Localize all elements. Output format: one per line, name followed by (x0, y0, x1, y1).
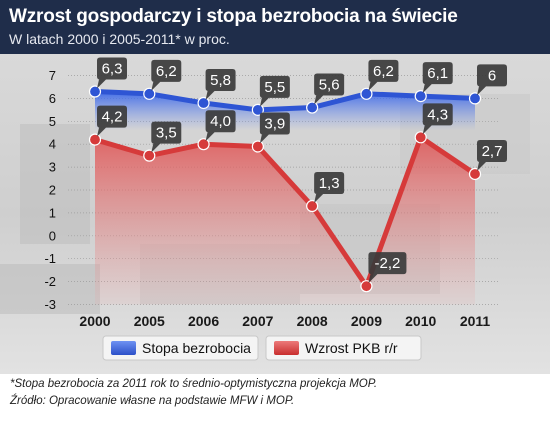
chart-subtitle: W latach 2000 i 2005-2011* w proc. (9, 31, 230, 47)
svg-text:5,5: 5,5 (264, 79, 285, 96)
y-tick-label: 0 (49, 228, 56, 243)
x-tick-label: 2006 (188, 313, 219, 329)
svg-text:6: 6 (488, 67, 496, 84)
unemployment-point (251, 103, 264, 116)
y-tick-label: 2 (49, 183, 56, 198)
x-axis-ticks: 2000 2005 2006 2007 2008 2009 2010 2011 (79, 313, 490, 329)
series-lines (92, 89, 478, 289)
gdp-growth-point (88, 133, 102, 146)
data-label: 5,5 (259, 75, 290, 107)
y-axis-ticks: 7 6 5 4 3 2 1 0 -1 -2 -3 (44, 68, 56, 312)
data-label: 6,3 (97, 57, 127, 89)
svg-text:2,7: 2,7 (482, 143, 503, 160)
unemployment-point (414, 90, 427, 103)
gdp-growth-point (143, 149, 156, 162)
source-note: Źródło: Opracowanie własne na podstawie … (10, 395, 295, 407)
x-tick-label: 2005 (134, 313, 165, 329)
svg-text:-2,2: -2,2 (374, 255, 400, 272)
y-tick-label: 4 (49, 137, 56, 152)
unemployment-point (468, 92, 482, 105)
data-label: -2,2 (368, 252, 407, 284)
svg-text:6,2: 6,2 (156, 63, 177, 80)
series-points (88, 85, 482, 293)
svg-text:4,3: 4,3 (427, 106, 448, 123)
x-tick-label: 2009 (351, 313, 382, 329)
legend-item-gdp-growth: Wzrost PKB r/r (265, 335, 422, 361)
legend-item-unemployment: Stopa bezrobocia (102, 335, 259, 361)
unemployment-point (143, 87, 156, 100)
unemployment-point (197, 96, 210, 110)
legend: Stopa bezrobocia Wzrost PKB r/r (102, 335, 422, 361)
gdp-growth-point (414, 131, 427, 144)
unemployment-point (360, 87, 373, 100)
svg-text:5,8: 5,8 (210, 72, 231, 89)
y-tick-label: 6 (49, 91, 56, 106)
svg-text:Stopa bezrobocia: Stopa bezrobocia (142, 340, 251, 356)
x-tick-label: 2010 (405, 313, 436, 329)
data-label: 1,3 (314, 172, 345, 204)
data-label: 5,6 (314, 73, 345, 105)
data-label: 5,8 (205, 68, 236, 100)
unemployment-line (92, 89, 478, 113)
svg-text:6,2: 6,2 (373, 63, 394, 80)
data-label: 4,0 (205, 110, 236, 142)
gdp-growth-line (92, 134, 478, 289)
gdp-growth-point (360, 280, 373, 293)
svg-text:6,3: 6,3 (102, 61, 123, 78)
data-label: 6 (477, 64, 507, 96)
gdp-growth-point (197, 138, 210, 151)
y-tick-label: 5 (49, 114, 56, 129)
chart-title: Wzrost gospodarczy i stopa bezrobocia na… (9, 6, 458, 27)
x-tick-label: 2007 (242, 313, 273, 329)
svg-text:3,9: 3,9 (264, 115, 285, 132)
footnote: *Stopa bezrobocia za 2011 rok to średnio… (10, 378, 378, 390)
data-label: 4,3 (422, 103, 453, 135)
x-tick-label: 2000 (79, 313, 110, 329)
svg-text:4,0: 4,0 (210, 113, 231, 130)
data-labels: 6,3 6,2 5,8 5,5 5,6 6,2 6,1 6 4,2 3,5 4,0 3,9 1,3 -2,… (97, 57, 507, 284)
y-tick-label: -3 (44, 297, 56, 312)
y-tick-label: -2 (44, 274, 56, 289)
y-tick-label: 1 (49, 205, 56, 220)
x-tick-label: 2008 (297, 313, 328, 329)
header-bar: Wzrost gospodarczy i stopa bezrobocia na… (0, 0, 550, 54)
data-label: 3,9 (259, 112, 290, 144)
unemployment-point (88, 85, 102, 98)
line-chart: 7 6 5 4 3 2 1 0 -1 -2 -3 6,3 6,2 5,8 5,5 5,6 6,2 6,1 6 4,2… (0, 54, 550, 374)
data-label: 6,2 (151, 59, 182, 91)
y-tick-label: 3 (49, 160, 56, 175)
x-tick-label: 2011 (460, 313, 491, 329)
data-label: 4,2 (97, 105, 127, 137)
y-tick-label: 7 (49, 68, 56, 83)
y-tick-label: -1 (44, 251, 56, 266)
gdp-growth-point (306, 199, 319, 213)
data-label: 3,5 (151, 121, 182, 153)
data-label: 6,2 (368, 59, 399, 91)
unemployment-point (306, 101, 319, 114)
svg-text:4,2: 4,2 (102, 109, 123, 126)
svg-text:3,5: 3,5 (156, 125, 177, 142)
data-label: 2,7 (477, 139, 507, 171)
svg-text:1,3: 1,3 (319, 175, 340, 192)
svg-text:5,6: 5,6 (319, 77, 340, 94)
svg-text:Wzrost PKB r/r: Wzrost PKB r/r (305, 340, 398, 356)
data-label: 6,1 (422, 62, 453, 94)
gdp-growth-point (468, 167, 482, 181)
gdp-growth-point (251, 140, 264, 153)
svg-text:6,1: 6,1 (427, 65, 448, 82)
